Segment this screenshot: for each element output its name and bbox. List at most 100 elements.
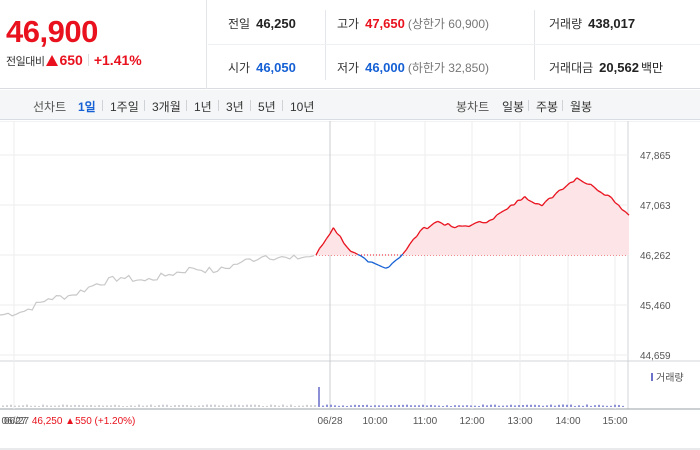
today-line-segment <box>538 203 543 207</box>
volume-bar <box>270 404 272 407</box>
volume-bar <box>454 405 456 407</box>
divider <box>144 100 145 111</box>
volume-bar <box>470 405 472 407</box>
today-line-segment <box>614 202 619 206</box>
stat-label: 고가 <box>337 17 360 31</box>
volume-bar <box>34 405 36 407</box>
today-line-segment <box>503 208 508 212</box>
today-line-segment <box>336 232 341 237</box>
volume-bar <box>126 405 128 407</box>
period-1w[interactable]: 1주일 <box>110 100 139 114</box>
volume-bar <box>226 405 228 407</box>
volume-bar <box>74 404 76 407</box>
volume-bar <box>162 404 164 407</box>
divider <box>528 100 529 111</box>
divider <box>186 100 187 111</box>
volume-bar <box>110 405 112 407</box>
today-line-segment <box>479 220 484 224</box>
today-line-segment <box>576 177 581 181</box>
price-chart[interactable]: 47,865 47,063 46,262 45,460 44,659 06/27 06/28… <box>0 121 700 450</box>
volume-bar <box>50 405 52 407</box>
volume-bar <box>322 405 324 407</box>
today-line-segment <box>492 214 498 220</box>
volume-bar <box>486 405 488 407</box>
quote-header: 46,900 전일대비 650 +1.41% 전일 46,250 고가 47,650 (상… <box>0 0 700 89</box>
volume-bar <box>186 405 188 407</box>
today-line-segment <box>559 188 564 191</box>
change-label: 전일대비 <box>6 56 45 68</box>
today-line-segment <box>593 186 599 191</box>
prev-day-change: 46,250 ▲550 (+1.20%) <box>32 416 136 427</box>
today-line-segment <box>590 183 595 188</box>
period-5y[interactable]: 5년 <box>258 100 276 114</box>
volume-legend-label: 거래량 <box>656 372 684 384</box>
volume-bar <box>538 405 540 407</box>
divider <box>325 10 326 80</box>
x-tick-label: 10:00 <box>362 416 387 427</box>
today-line-segment <box>332 227 338 234</box>
y-tick-label: 44,659 <box>640 351 671 362</box>
volume-bar <box>394 405 396 407</box>
x-tick-label: 13:00 <box>507 416 532 427</box>
today-line-segment <box>468 224 473 228</box>
stat-value: 46,000 <box>365 60 405 75</box>
today-line-segment <box>565 182 571 187</box>
volume-bar <box>218 405 220 407</box>
today-line-segment <box>597 189 602 194</box>
volume-bar <box>242 405 244 407</box>
x-tick-label: 06/27 <box>1 416 26 427</box>
volume-bar <box>418 405 420 407</box>
volume-bar <box>294 405 296 407</box>
chart-fill <box>316 177 629 255</box>
stat-value: 438,017 <box>588 16 636 31</box>
volume-bar <box>570 404 572 407</box>
today-line-segment <box>541 201 547 207</box>
period-1y[interactable]: 1년 <box>194 100 212 114</box>
prev-date: 06/27 <box>4 416 32 427</box>
divider <box>534 10 535 80</box>
x-tick-label: 12:00 <box>459 416 484 427</box>
y-tick-label: 47,865 <box>640 151 671 162</box>
candle-weekly[interactable]: 주봉 <box>536 100 559 114</box>
volume-bar <box>142 405 144 407</box>
today-line-segment <box>416 230 421 237</box>
today-line-segment <box>440 222 446 226</box>
volume-bar <box>310 405 312 407</box>
divider <box>282 100 283 111</box>
today-line-segment <box>583 181 588 185</box>
volume-bar <box>498 405 500 407</box>
today-line-segment <box>412 235 418 240</box>
volume-bar <box>338 405 340 407</box>
candle-monthly[interactable]: 월봉 <box>570 100 593 114</box>
stat-value: 46,050 <box>256 60 296 75</box>
period-3y[interactable]: 3년 <box>226 100 244 114</box>
today-line-segment <box>405 243 411 250</box>
today-line-segment <box>572 177 578 183</box>
volume-bar <box>474 405 476 407</box>
volume-bar <box>466 405 468 407</box>
x-tick-label: 14:00 <box>555 416 580 427</box>
volume-bar <box>94 405 96 407</box>
volume-bar <box>22 405 24 407</box>
volume-bar <box>426 405 428 407</box>
candle-daily[interactable]: 일봉 <box>502 100 525 114</box>
today-line-segment <box>353 252 359 255</box>
volume-bar <box>558 404 560 407</box>
period-3m[interactable]: 3개월 <box>152 100 181 114</box>
volume-bar <box>246 404 248 407</box>
period-1d[interactable]: 1일 <box>78 100 96 114</box>
today-line-segment <box>555 189 560 194</box>
period-10y[interactable]: 10년 <box>290 100 315 114</box>
volume-bar <box>82 405 84 407</box>
volume-bar <box>182 404 184 407</box>
volume-bar <box>194 405 196 407</box>
volume-bar <box>26 404 28 407</box>
volume-bar <box>290 404 292 407</box>
volume-bar <box>326 404 328 407</box>
volume-bar <box>406 404 408 407</box>
volume-bar <box>130 405 132 407</box>
x-tick-label: 11:00 <box>413 416 438 427</box>
volume-bar <box>514 405 516 407</box>
volume-legend-swatch <box>651 373 653 381</box>
volume-bar <box>170 405 172 407</box>
